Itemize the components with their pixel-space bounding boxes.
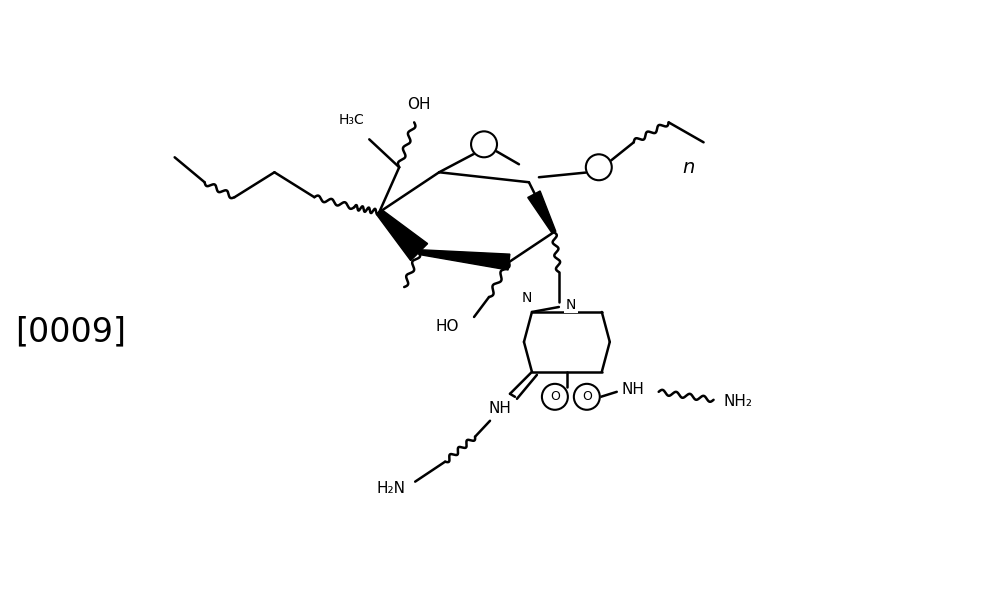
- Text: NH: NH: [622, 382, 645, 397]
- Text: H₂N: H₂N: [376, 481, 405, 496]
- Circle shape: [586, 154, 612, 180]
- Text: N: N: [566, 298, 576, 312]
- Text: O: O: [582, 390, 592, 403]
- Text: NH₂: NH₂: [724, 394, 752, 410]
- Text: N: N: [522, 291, 532, 305]
- Text: n: n: [683, 158, 695, 177]
- Circle shape: [542, 384, 568, 410]
- Text: NH: NH: [489, 401, 511, 416]
- Polygon shape: [376, 210, 427, 260]
- Circle shape: [471, 131, 497, 157]
- Text: O: O: [550, 390, 560, 403]
- Text: H₃C: H₃C: [338, 114, 364, 127]
- Polygon shape: [528, 191, 556, 233]
- Text: [0009]: [0009]: [15, 315, 126, 349]
- Text: HO: HO: [435, 320, 459, 335]
- Circle shape: [574, 384, 600, 410]
- Text: OH: OH: [407, 97, 431, 112]
- Polygon shape: [419, 249, 510, 270]
